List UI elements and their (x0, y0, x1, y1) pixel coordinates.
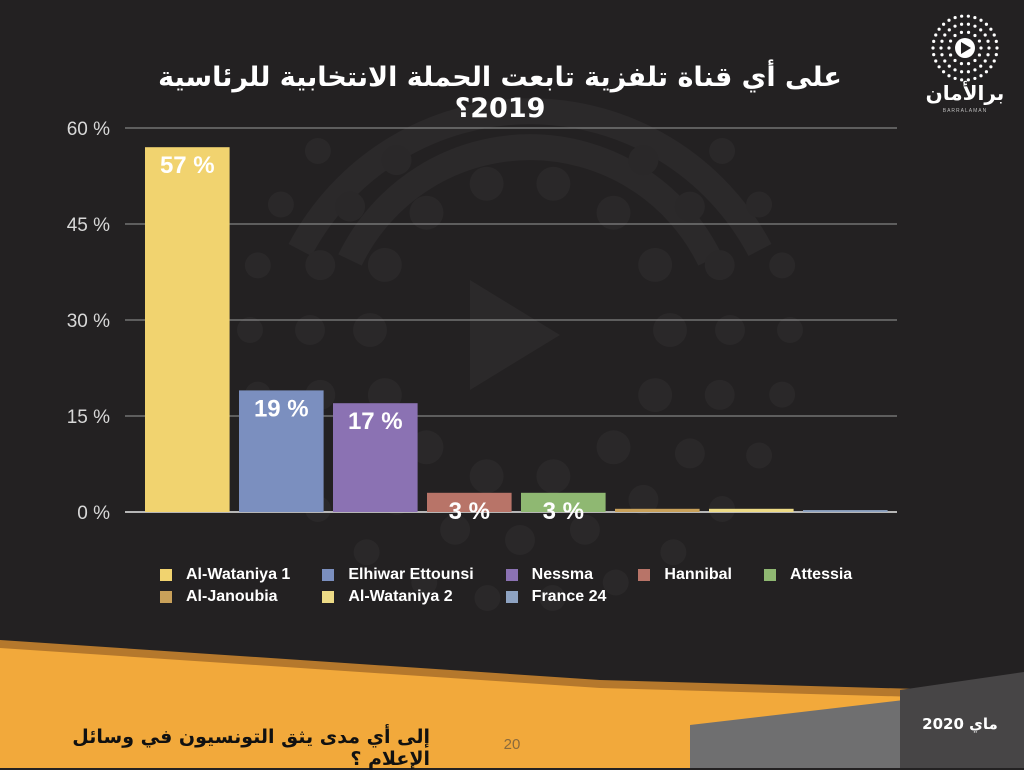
legend-label: Al-Janoubia (186, 588, 278, 605)
y-tick-label: 45 % (67, 215, 110, 236)
chart-legend: Al-Wataniya 1 Elhiwar Ettounsi Nessma Hanni… (160, 566, 900, 606)
bar-hannibal (427, 492, 512, 512)
bar-al-wataniya-2 (709, 508, 794, 512)
bar-attessia (521, 492, 606, 512)
bar-nessma (333, 403, 418, 512)
legend-label: Elhiwar Ettounsi (348, 566, 474, 583)
legend-label: Nessma (531, 566, 594, 583)
data-label: 3 % (543, 498, 584, 525)
y-axis-ticks: 0 % 15 % 30 % 45 % 60 % (67, 119, 110, 524)
legend-item: France 24 (505, 588, 607, 606)
data-label: 57 % (160, 152, 215, 179)
data-label: 17 % (348, 408, 403, 435)
legend-item: Al-Janoubia (160, 588, 290, 606)
legend-item: Elhiwar Ettounsi (322, 566, 474, 584)
legend-item: Attessia (763, 566, 853, 584)
legend-item: Hannibal (638, 566, 732, 584)
chart-title: على أي قناة تلفزية تابعت الحملة الانتخاب… (158, 62, 842, 124)
legend-label: Hannibal (664, 566, 732, 583)
y-tick-label: 30 % (67, 311, 110, 332)
legend-swatch (322, 591, 335, 603)
y-tick-label: 60 % (67, 119, 110, 140)
legend-label: Al-Wataniya 2 (348, 588, 453, 605)
data-label: 3 % (449, 498, 490, 525)
legend-item: Al-Wataniya 2 (322, 588, 473, 606)
legend-swatch (160, 569, 172, 581)
legend-label: France 24 (531, 588, 607, 605)
legend-swatch (763, 569, 776, 581)
footer-date: ماي 2020 (922, 715, 998, 733)
legend-label: Al-Wataniya 1 (186, 566, 291, 583)
legend-swatch (505, 591, 518, 603)
brand-logo: برالأمان BARRALAMAN (926, 14, 1005, 114)
legend-swatch (638, 569, 651, 581)
bar-elhiwar-ettounsi (239, 390, 324, 512)
legend-item: Al-Wataniya 1 (160, 566, 290, 584)
data-label: 19 % (254, 395, 309, 422)
legend-swatch (505, 569, 518, 581)
legend-swatch (160, 591, 172, 603)
y-tick-label: 15 % (67, 407, 110, 428)
bar-al-wataniya-1 (145, 147, 230, 512)
legend-item: Nessma (505, 566, 607, 584)
y-tick-label: 0 % (77, 503, 110, 524)
bar-al-janoubia (615, 508, 700, 512)
footer-question: إلى أي مدى يثق التونسيون في وسائل الإعلا… (72, 726, 430, 770)
bars (145, 147, 888, 512)
data-labels: 57 % 19 % 17 % 3 % 3 % (160, 152, 584, 525)
legend-swatch (322, 569, 335, 581)
bar-france-24 (803, 510, 888, 512)
page-number: 20 (503, 736, 521, 753)
logo-name-latin: BARRALAMAN (943, 108, 987, 114)
logo-name-ar: برالأمان (926, 80, 1005, 105)
legend-label: Attessia (789, 566, 853, 583)
